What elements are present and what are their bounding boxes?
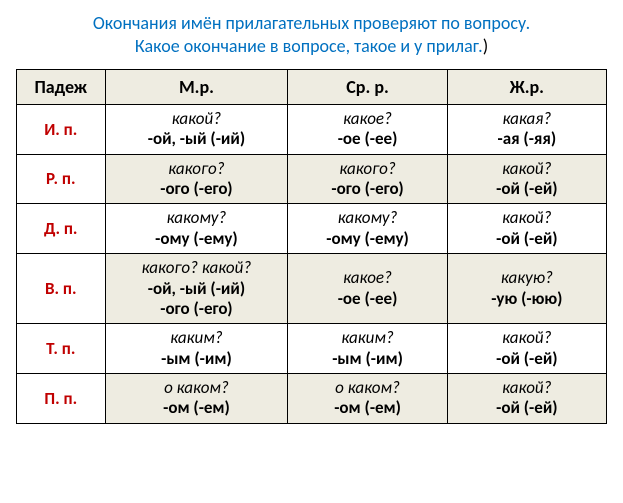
ending-text: -ой, -ый (-ий) (108, 279, 286, 299)
ending-text: -ой (-ей) (450, 229, 604, 249)
ending-text: -ую (-юю) (450, 289, 604, 309)
ending-text: -ой (-ей) (450, 179, 604, 199)
ending-text: -ому (-ему) (290, 229, 444, 249)
question-text: какой? (450, 378, 604, 398)
ending-text: -ое (-ее) (290, 289, 444, 309)
title-block: Окончания имён прилагательных проверяют … (16, 12, 607, 59)
table-row: П. п.о каком?-ом (-ем)о каком?-ом (-ем)к… (17, 374, 607, 424)
endings-cell-m: о каком?-ом (-ем) (105, 374, 288, 424)
endings-cell-m: какой?-ой, -ый (-ий) (105, 104, 288, 154)
title-closing-paren: ) (483, 35, 488, 57)
case-cell: Д. п. (17, 204, 106, 254)
question-text: о каком? (290, 378, 444, 398)
endings-cell-n: о каком?-ом (-ем) (288, 374, 447, 424)
table-row: Т. п.каким?-ым (-им)каким?-ым (-им)какой… (17, 324, 607, 374)
question-text: каким? (290, 328, 444, 348)
ending-text: -ой (-ей) (450, 398, 604, 418)
endings-cell-n: какое?-ое (-ее) (288, 254, 447, 324)
question-text: какому? (290, 208, 444, 228)
case-cell: Р. п. (17, 154, 106, 204)
question-text: какое? (290, 109, 444, 129)
ending-text: -ая (-яя) (450, 129, 604, 149)
question-text: какой? (450, 208, 604, 228)
endings-cell-n: какое?-ое (-ее) (288, 104, 447, 154)
ending-text-2: -ого (-его) (108, 299, 286, 319)
ending-text: -ом (-ем) (290, 398, 444, 418)
case-cell: В. п. (17, 254, 106, 324)
ending-text: -ым (-им) (108, 349, 286, 369)
question-text: о каком? (108, 378, 286, 398)
header-feminine: Ж.р. (447, 69, 606, 104)
question-text: какого? (108, 159, 286, 179)
case-cell: И. п. (17, 104, 106, 154)
header-neuter: Ср. р. (288, 69, 447, 104)
question-text: какой? (450, 159, 604, 179)
case-cell: П. п. (17, 374, 106, 424)
case-cell: Т. п. (17, 324, 106, 374)
table-row: И. п.какой?-ой, -ый (-ий)какое?-ое (-ее)… (17, 104, 607, 154)
question-text: какого? какой? (108, 258, 286, 278)
title-line-1: Окончания имён прилагательных проверяют … (16, 12, 607, 35)
endings-cell-f: какую?-ую (-юю) (447, 254, 606, 324)
ending-text: -ому (-ему) (108, 229, 286, 249)
table-header-row: Падеж М.р. Ср. р. Ж.р. (17, 69, 607, 104)
endings-cell-f: какой?-ой (-ей) (447, 324, 606, 374)
question-text: каким? (108, 328, 286, 348)
endings-cell-n: какого?-ого (-его) (288, 154, 447, 204)
ending-text: -ым (-им) (290, 349, 444, 369)
title-line-2: Какое окончание в вопросе, такое и у при… (135, 35, 483, 57)
endings-cell-m: какого? какой?-ой, -ый (-ий)-ого (-его) (105, 254, 288, 324)
endings-cell-f: какая?-ая (-яя) (447, 104, 606, 154)
question-text: какому? (108, 208, 286, 228)
question-text: какая? (450, 109, 604, 129)
table-row: Р. п.какого?-ого (-его)какого?-ого (-его… (17, 154, 607, 204)
ending-text: -ой, -ый (-ий) (108, 129, 286, 149)
endings-cell-f: какой?-ой (-ей) (447, 374, 606, 424)
table-row: В. п.какого? какой?-ой, -ый (-ий)-ого (-… (17, 254, 607, 324)
question-text: какую? (450, 268, 604, 288)
adjective-endings-table: Падеж М.р. Ср. р. Ж.р. И. п.какой?-ой, -… (16, 69, 607, 424)
title-line-2-wrap: Какое окончание в вопросе, такое и у при… (16, 35, 607, 58)
question-text: какого? (290, 159, 444, 179)
ending-text: -ом (-ем) (108, 398, 286, 418)
endings-cell-f: какой?-ой (-ей) (447, 154, 606, 204)
ending-text: -ой (-ей) (450, 349, 604, 369)
endings-cell-n: каким?-ым (-им) (288, 324, 447, 374)
ending-text: -ого (-его) (108, 179, 286, 199)
endings-cell-m: какому?-ому (-ему) (105, 204, 288, 254)
header-masculine: М.р. (105, 69, 288, 104)
ending-text: -ого (-его) (290, 179, 444, 199)
endings-cell-m: каким?-ым (-им) (105, 324, 288, 374)
question-text: какое? (290, 268, 444, 288)
endings-cell-f: какой?-ой (-ей) (447, 204, 606, 254)
endings-cell-n: какому?-ому (-ему) (288, 204, 447, 254)
ending-text: -ое (-ее) (290, 129, 444, 149)
header-case: Падеж (17, 69, 106, 104)
table-row: Д. п.какому?-ому (-ему)какому?-ому (-ему… (17, 204, 607, 254)
question-text: какой? (108, 109, 286, 129)
endings-cell-m: какого?-ого (-его) (105, 154, 288, 204)
question-text: какой? (450, 328, 604, 348)
